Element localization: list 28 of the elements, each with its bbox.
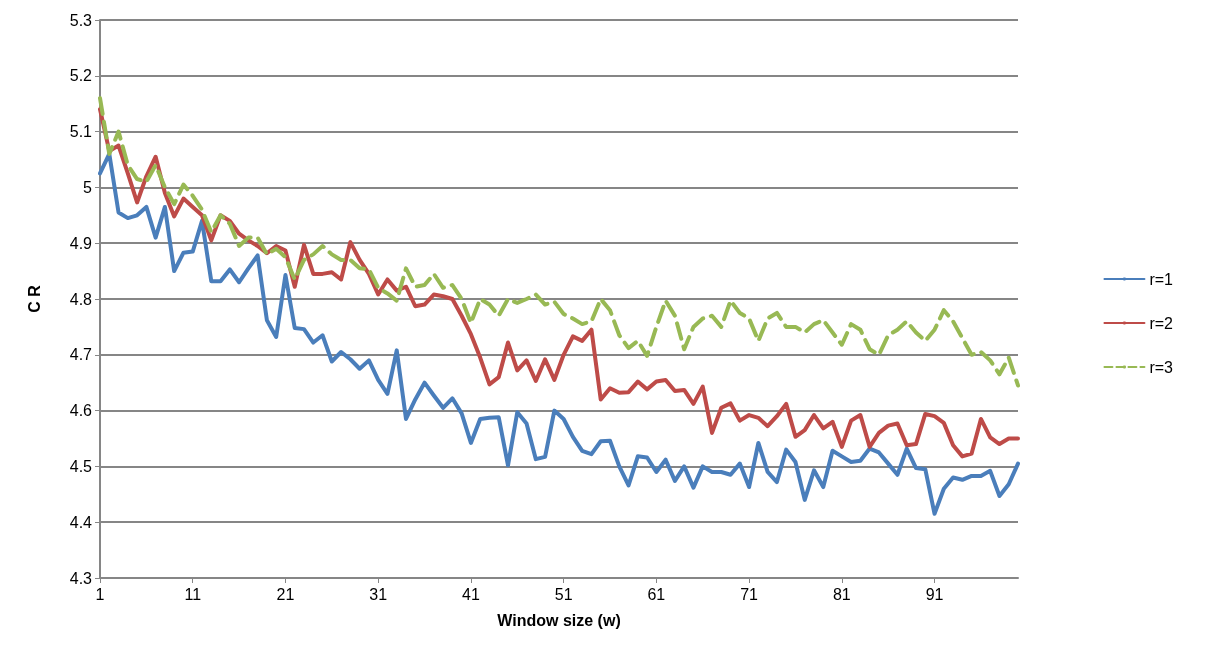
y-tick-label: 5.1 [69, 123, 93, 141]
y-tick-label: 4.8 [69, 290, 93, 308]
x-tick-label: 11 [184, 585, 202, 603]
y-tick-label: 4.9 [69, 234, 93, 252]
y-tick-label: 4.3 [69, 569, 93, 587]
x-tick-label: 1 [95, 585, 105, 603]
y-tick-label: 4.5 [69, 457, 93, 475]
x-tick-label: 41 [462, 585, 480, 603]
line-series [98, 96, 1020, 388]
x-tick-label: 91 [925, 585, 944, 603]
y-tick-label: 5.2 [69, 67, 93, 85]
line-series [98, 107, 1020, 459]
legend-label: r=3 [1149, 358, 1174, 376]
y-axis-title: C R [25, 284, 43, 313]
y-tick-label: 5.3 [69, 11, 93, 29]
legend-label: r=2 [1149, 314, 1174, 332]
x-tick-label: 51 [554, 585, 573, 603]
x-tick-label: 31 [369, 585, 388, 603]
x-axis-title: Window size (w) [497, 611, 621, 629]
y-tick-label: 4.4 [69, 513, 93, 531]
legend-label: r=1 [1149, 270, 1174, 288]
y-tick-label: 4.6 [69, 402, 93, 420]
y-tick-label: 4.7 [69, 346, 93, 364]
x-tick-label: 71 [740, 585, 759, 603]
x-tick-label: 61 [647, 585, 666, 603]
x-tick-label: 81 [832, 585, 851, 603]
x-tick-label: 21 [276, 585, 295, 603]
y-tick-label: 5 [83, 178, 93, 196]
